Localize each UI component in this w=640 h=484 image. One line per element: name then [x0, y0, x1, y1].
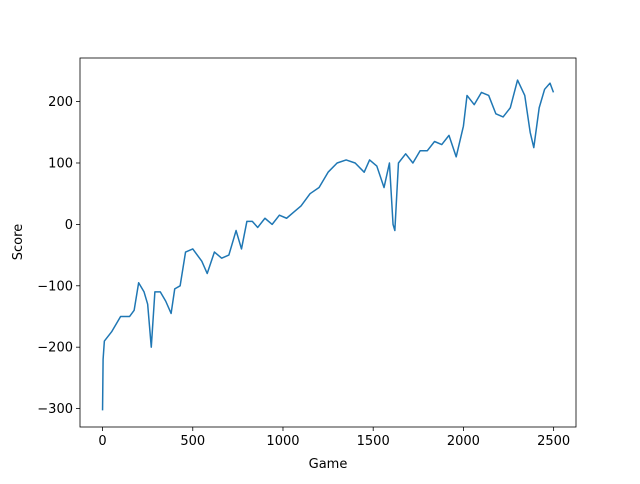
x-tick-label: 1500: [357, 434, 390, 449]
y-tick-label: −100: [37, 279, 73, 294]
x-tick-label: 2000: [447, 434, 480, 449]
x-tick-label: 0: [98, 434, 106, 449]
y-tick-label: −300: [37, 402, 73, 417]
line-series: [101, 79, 555, 411]
plot-frame: [79, 57, 577, 428]
x-axis-label: Game: [309, 457, 348, 472]
y-tick-label: 0: [65, 218, 73, 233]
y-tick-label: 200: [48, 95, 73, 110]
x-tick-label: 2500: [537, 434, 570, 449]
x-tick-label: 500: [180, 434, 205, 449]
y-axis-label: Score: [11, 224, 26, 260]
x-tick-label: 1000: [266, 434, 299, 449]
y-tick-label: 100: [48, 156, 73, 171]
y-tick-label: −200: [37, 341, 73, 356]
